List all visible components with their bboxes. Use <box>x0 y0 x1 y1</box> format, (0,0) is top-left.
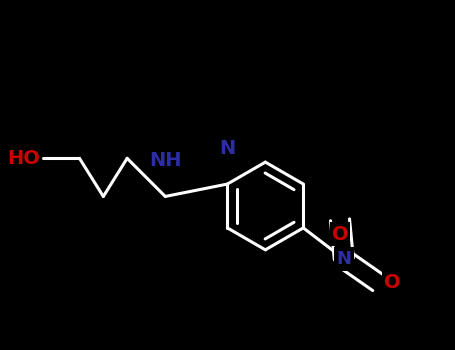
Text: NH: NH <box>149 151 182 170</box>
Text: N: N <box>336 250 351 268</box>
Text: O: O <box>384 273 400 292</box>
Text: O: O <box>332 225 349 244</box>
Text: HO: HO <box>8 149 40 168</box>
Text: N: N <box>219 139 236 158</box>
